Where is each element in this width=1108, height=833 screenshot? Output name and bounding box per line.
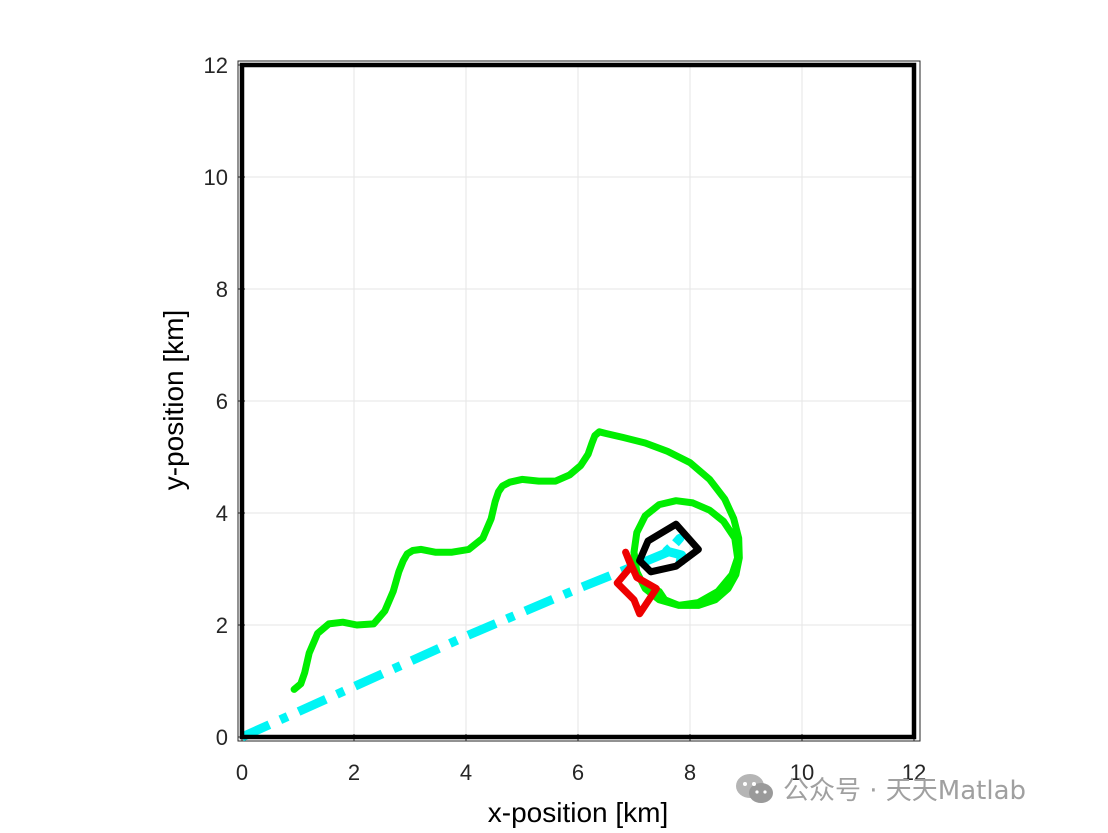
y-tick-label: 4	[216, 501, 228, 526]
x-tick-label: 12	[902, 760, 926, 785]
series-line-2	[240, 533, 687, 742]
x-tick-label: 10	[790, 760, 814, 785]
y-tick-label: 8	[216, 277, 228, 302]
series-line-4	[613, 548, 660, 618]
watermark-text: 公众号 · 天天Matlab	[783, 776, 1027, 806]
y-tick-label: 12	[204, 53, 228, 78]
y-tick-label: 10	[204, 165, 228, 190]
y-tick-label: 6	[216, 389, 228, 414]
series-line-1	[290, 428, 743, 693]
watermark: 公众号 · 天天Matlab	[735, 770, 1026, 807]
x-tick-label: 6	[572, 760, 584, 785]
y-tick-label: 0	[216, 725, 228, 750]
x-tick-label: 4	[460, 760, 472, 785]
x-axis-label: x-position [km]	[488, 797, 669, 828]
y-axis-label: y-position [km]	[158, 310, 189, 491]
x-tick-label: 2	[348, 760, 360, 785]
x-tick-label: 0	[236, 760, 248, 785]
plot-box	[239, 62, 917, 740]
tick-labels: 0 2 4 6 8 10 12 0 2 4 6 8 10 12	[204, 53, 927, 785]
wechat-icon	[736, 773, 773, 803]
series-line-3	[636, 520, 702, 576]
data-series	[240, 428, 743, 742]
y-tick-label: 2	[216, 613, 228, 638]
x-tick-label: 8	[684, 760, 696, 785]
